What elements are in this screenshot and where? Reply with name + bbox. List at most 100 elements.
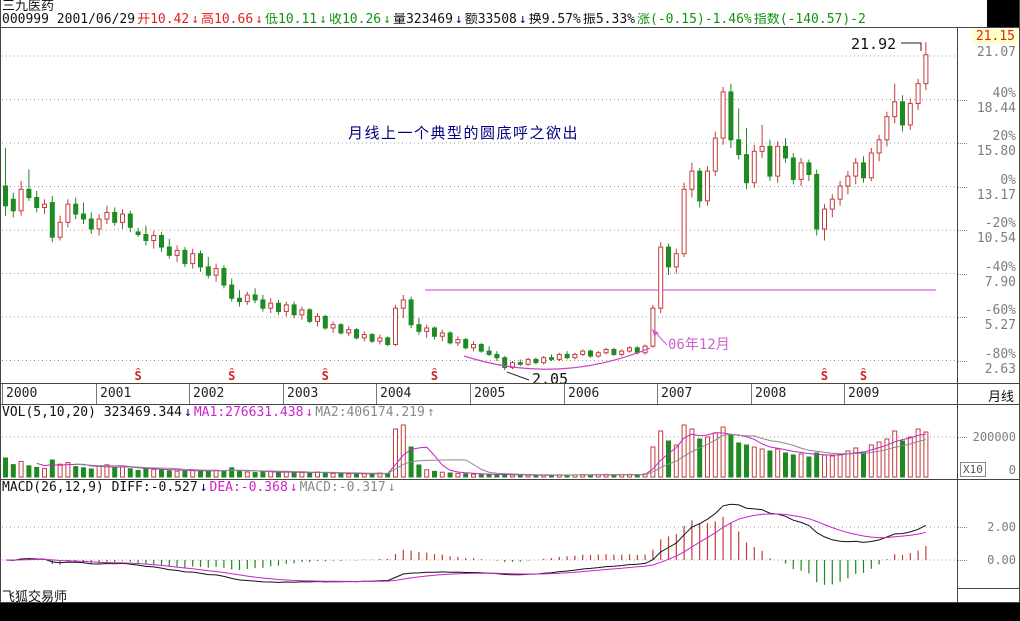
volume-header-field: MA1:276631.438 (193, 405, 304, 420)
dividend-marker: Ŝ (860, 368, 867, 383)
round-bottom-annotation: 月线上一个典型的圆底呼之欲出 (348, 124, 579, 142)
year-label: 2006 (568, 386, 600, 401)
app-name: 飞狐交易师 (2, 590, 68, 605)
volume-header-field: MA2:406174.219 (315, 405, 425, 420)
macd-header-field: MACD(26,12,9) DIFF:-0.527 (2, 480, 198, 495)
dividend-marker: Ŝ (134, 368, 141, 383)
axis-separator (957, 28, 958, 602)
price-axis-label: 13.17 (976, 187, 1016, 203)
info-field: 额33508 (464, 13, 517, 27)
dividend-marker: Ŝ (228, 368, 235, 383)
year-tick (189, 384, 190, 404)
macd-axis-label: 2.00 (987, 520, 1016, 534)
divider (0, 602, 1020, 603)
year-label: 2003 (287, 386, 319, 401)
volume-ma1-line (36, 432, 926, 476)
candles (3, 42, 929, 371)
divider (0, 404, 1020, 405)
macd-axis-zero: 0.00 (987, 553, 1016, 567)
info-field: 量323469 (392, 13, 453, 27)
year-label: 2005 (474, 386, 506, 401)
dividend-marker: Ŝ (322, 368, 329, 383)
macd-header-field: DEA:-0.368 (209, 480, 288, 495)
volume-multiplier: X10 (960, 462, 986, 477)
macd-gridlines (2, 526, 957, 561)
info-field: 高10.66 (201, 13, 254, 27)
macd-header: MACD(26,12,9) DIFF:-0.527 ↓ DEA:-0.368 ↓ MAC… (2, 481, 398, 495)
info-bar: 000999 2001/06/29 开10.42 ↓ 高10.66 ↓ 低10.11 ↓ 收1… (2, 13, 985, 27)
price-gridlines (2, 55, 957, 361)
year-tick (470, 384, 471, 404)
year-label: 2001 (100, 386, 132, 401)
corner-box (987, 0, 1020, 27)
info-field: 指数(-140.57)-2 (753, 13, 866, 27)
year-tick (844, 384, 845, 404)
info-field: 振5.33% (582, 13, 635, 27)
macd-axis: 2.00 0.00 (958, 480, 1020, 602)
year-label: 2007 (661, 386, 693, 401)
info-field: 000999 2001/06/29 (2, 13, 136, 27)
volume-axis-label: 200000 (972, 430, 1016, 444)
info-field: ↓ (319, 13, 327, 27)
year-tick (657, 384, 658, 404)
divider (0, 479, 1020, 480)
high-price-callout: 21.92 (851, 35, 922, 53)
pct-axis-label: -80% (984, 346, 1016, 362)
volume-header-field: ↓ (305, 405, 314, 420)
info-field: 开10.42 (137, 13, 190, 27)
bottom-bar (0, 603, 1020, 621)
info-field: ↓ (255, 13, 263, 27)
svg-text:06年12月: 06年12月 (668, 337, 730, 353)
volume-ma2-line (75, 433, 927, 476)
year-label: 2004 (380, 386, 412, 401)
volume-axis: 200000 X10 0 (958, 405, 1020, 479)
year-label: 2000 (6, 386, 38, 401)
period-label: 月线 (988, 390, 1015, 405)
price-axis-label: 10.54 (976, 231, 1016, 246)
pct-axis-label: 40% (992, 85, 1016, 101)
year-label: 2009 (848, 386, 880, 401)
price-axis-label: 15.80 (976, 144, 1016, 159)
volume-chart[interactable] (0, 405, 957, 479)
year-label: 2008 (755, 386, 787, 401)
volume-header-field: VOL(5,10,20) 323469.344 (2, 405, 183, 420)
info-field: 换9.57% (528, 13, 581, 27)
price-axis: 21.15 21.07 40% 18.44 20% 15.80 0% 13.17 -20% 1… (958, 28, 1020, 383)
pct-axis-label: 0% (1000, 172, 1016, 188)
price-axis-label: 5.27 (984, 318, 1016, 333)
price-axis-label: 2.63 (984, 361, 1016, 377)
year-label: 2002 (193, 386, 225, 401)
year-tick (376, 384, 377, 404)
macd-chart[interactable] (0, 480, 957, 602)
period-cell: 月线 (958, 384, 1020, 405)
diff-line (5, 503, 927, 583)
price-axis-label: 7.90 (984, 274, 1016, 290)
info-field: 收10.26 (328, 13, 382, 27)
pct-axis-label: -60% (984, 303, 1016, 318)
pct-axis-label: 20% (992, 129, 1016, 144)
volume-axis-zero: 0 (1008, 463, 1016, 477)
pct-axis-label: -20% (984, 216, 1016, 231)
info-field: ↓ (383, 13, 391, 27)
svg-text:月线上一个典型的圆底呼之欲出: 月线上一个典型的圆底呼之欲出 (348, 124, 579, 142)
dividend-marker: Ŝ (431, 368, 438, 383)
macd-header-field: MACD:-0.317 (299, 480, 386, 495)
svg-text:2.05: 2.05 (532, 370, 568, 383)
latest-price-tag: 21.15 (972, 29, 1018, 44)
info-field: ↓ (191, 13, 200, 27)
year-tick (96, 384, 97, 404)
time-axis[interactable]: 2000 2001 2002 2003 2004 2005 2006 2007 2008 2009 (0, 384, 957, 404)
year-tick (2, 384, 3, 404)
info-field: 低10.11 (265, 13, 318, 27)
price-axis-label: 21.07 (976, 45, 1016, 60)
dividend-marker: Ŝ (821, 368, 828, 383)
volume-header-field: ↓ (184, 405, 192, 420)
price-chart[interactable]: Ŝ Ŝ Ŝ Ŝ Ŝ Ŝ 月线上一个典型的圆底呼之欲出 06年12月 2.05 21.92 (0, 28, 957, 383)
frame-left (0, 0, 1, 602)
macd-header-field: ↓ (199, 480, 208, 495)
stock-name: 三九医药 (2, 0, 55, 14)
volume-header: VOL(5,10,20) 323469.344 ↓ MA1:276631.438 ↓ M… (2, 406, 437, 420)
divider (0, 27, 1020, 28)
divider (958, 588, 1020, 589)
